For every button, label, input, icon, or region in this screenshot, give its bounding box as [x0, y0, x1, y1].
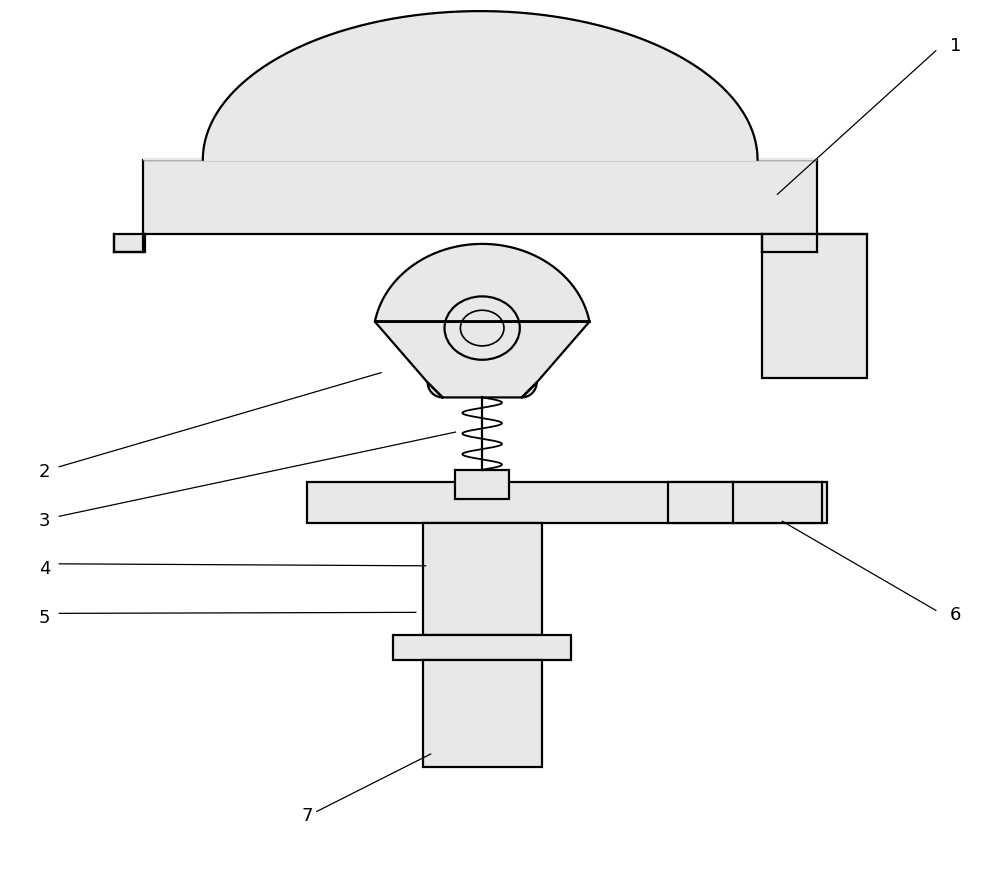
- Text: 4: 4: [39, 560, 50, 578]
- Bar: [668, 482, 822, 523]
- Bar: [423, 660, 542, 766]
- Polygon shape: [143, 11, 817, 160]
- Text: 7: 7: [301, 807, 313, 826]
- Bar: [423, 523, 542, 635]
- Bar: [143, 160, 817, 234]
- Bar: [307, 482, 827, 523]
- Text: 5: 5: [39, 609, 50, 627]
- Bar: [762, 234, 867, 377]
- Bar: [393, 635, 571, 660]
- Polygon shape: [375, 244, 589, 398]
- Text: 6: 6: [950, 606, 961, 624]
- Bar: [455, 470, 509, 499]
- Bar: [114, 234, 145, 251]
- Text: 2: 2: [39, 463, 50, 481]
- Text: 1: 1: [950, 37, 961, 55]
- Text: 3: 3: [39, 512, 50, 530]
